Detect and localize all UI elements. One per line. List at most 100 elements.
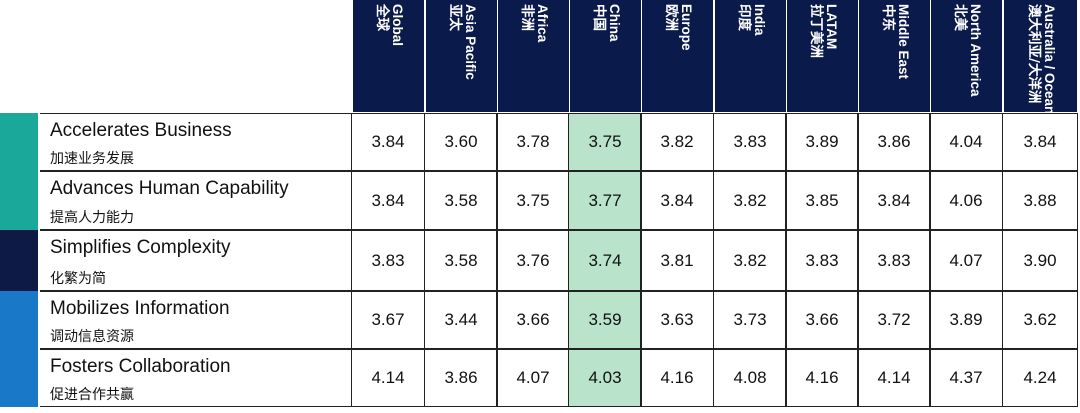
data-cell: 3.88 [1002,171,1078,230]
column-header-text: Middle East 中东 [880,4,911,79]
row-color-swatch [0,113,38,171]
column-header-asia-pacific: Asia Pacific 亚太 [425,0,498,112]
row-label-zh: 调动信息资源 [50,329,134,345]
data-cell: 3.67 [351,291,425,349]
row-label-zh: 化繁为简 [50,271,106,287]
data-cell: 3.59 [568,291,642,349]
column-header-zh: 欧洲 [662,4,679,31]
data-cell: 3.89 [929,291,1003,349]
data-cell: 3.83 [857,230,931,291]
row-label-en: Accelerates Business [50,120,232,141]
column-header-text: China 中国 [591,4,622,42]
column-header-text: Asia Pacific 亚太 [447,4,478,80]
column-header-india: India 印度 [714,0,787,112]
row-color-swatch [0,291,38,349]
column-header-zh: 拉丁美洲 [807,4,824,58]
column-header-en: Europe [678,4,694,51]
data-cell: 3.84 [351,171,425,230]
data-cell: 3.84 [640,171,714,230]
data-cell: 3.63 [640,291,714,349]
column-header-australia-oceania: Australia / Oceania 澳大利亚/大洋洲 [1003,0,1078,112]
data-cell: 3.90 [1002,230,1078,291]
data-cell: 4.07 [929,230,1003,291]
data-cell: 3.77 [568,171,642,230]
data-cell: 3.74 [568,230,642,291]
data-cell: 3.89 [785,113,859,171]
data-cell: 4.16 [785,349,859,407]
data-cell: 3.83 [351,230,425,291]
column-header-en: China [606,4,622,42]
column-header-zh: 印度 [735,4,752,31]
row-label: Fosters Collaboration 促进合作共赢 [40,349,352,407]
data-cell: 3.75 [496,171,570,230]
column-header-text: Global 全球 [374,4,405,46]
row-label: Advances Human Capability 提高人力能力 [40,171,352,230]
column-header-text: North America 北美 [952,4,983,97]
row-label: Simplifies Complexity 化繁为简 [40,230,352,291]
row-label: Accelerates Business 加速业务发展 [40,113,352,171]
data-cell: 4.37 [929,349,1003,407]
data-cell: 3.73 [713,291,787,349]
data-cell: 3.84 [1002,113,1078,171]
data-cell: 3.58 [424,230,498,291]
data-cell: 3.85 [785,171,859,230]
column-header-en: Africa [534,4,550,43]
data-cell: 3.83 [785,230,859,291]
data-cell: 3.82 [713,230,787,291]
column-header-zh: 全球 [373,4,390,31]
column-header-zh: 北美 [951,4,968,31]
row-label-en: Mobilizes Information [50,298,230,319]
row-color-swatch [0,349,38,407]
column-header-europe: Europe 欧洲 [641,0,714,112]
data-cell: 3.60 [424,113,498,171]
column-header-text: Australia / Oceania 澳大利亚/大洋洲 [1026,4,1057,112]
data-cell: 3.86 [424,349,498,407]
data-cell: 4.06 [929,171,1003,230]
data-cell: 3.76 [496,230,570,291]
data-cell: 3.84 [351,113,425,171]
row-label-en: Advances Human Capability [50,178,289,199]
data-cell: 3.66 [496,291,570,349]
data-cell: 3.62 [1002,291,1078,349]
row-label-zh: 促进合作共赢 [50,387,134,403]
column-header-zh: 中东 [879,4,896,31]
row-label-zh: 加速业务发展 [50,151,134,167]
data-cell: 4.16 [640,349,714,407]
column-header-zh: 非洲 [518,4,535,31]
column-header-middle-east: Middle East 中东 [858,0,931,112]
row-label-en: Fosters Collaboration [50,356,231,377]
data-cell: 3.66 [785,291,859,349]
column-header-latam: LATAM 拉丁美洲 [786,0,859,112]
column-header-zh: 亚太 [446,4,463,31]
data-cell: 3.84 [857,171,931,230]
data-cell: 3.86 [857,113,931,171]
data-cell: 4.08 [713,349,787,407]
column-header-zh: 中国 [590,4,607,31]
data-cell: 4.04 [929,113,1003,171]
column-header-en: LATAM [823,4,839,50]
data-cell: 3.81 [640,230,714,291]
column-header-global: Global 全球 [352,0,425,112]
row-color-swatch [0,230,38,291]
row-label-en: Simplifies Complexity [50,237,231,258]
data-cell: 3.83 [713,113,787,171]
column-header-en: Global [389,4,405,47]
row-label-zh: 提高人力能力 [50,210,134,226]
column-header-north-america: North America 北美 [930,0,1003,112]
column-header-en: Asia Pacific [462,4,478,80]
data-cell: 3.75 [568,113,642,171]
column-header-text: LATAM 拉丁美洲 [808,4,839,58]
column-header-en: North America [967,4,983,97]
data-cell: 4.14 [351,349,425,407]
column-header-en: Australia / Oceania [1041,4,1057,112]
data-cell: 4.07 [496,349,570,407]
column-header-text: India 印度 [736,4,767,36]
data-cell: 3.72 [857,291,931,349]
row-label: Mobilizes Information 调动信息资源 [40,291,352,349]
data-cell: 4.03 [568,349,642,407]
column-header-en: India [751,4,767,36]
column-header-china: China 中国 [569,0,642,112]
data-cell: 4.14 [857,349,931,407]
data-cell: 3.78 [496,113,570,171]
data-cell: 3.44 [424,291,498,349]
